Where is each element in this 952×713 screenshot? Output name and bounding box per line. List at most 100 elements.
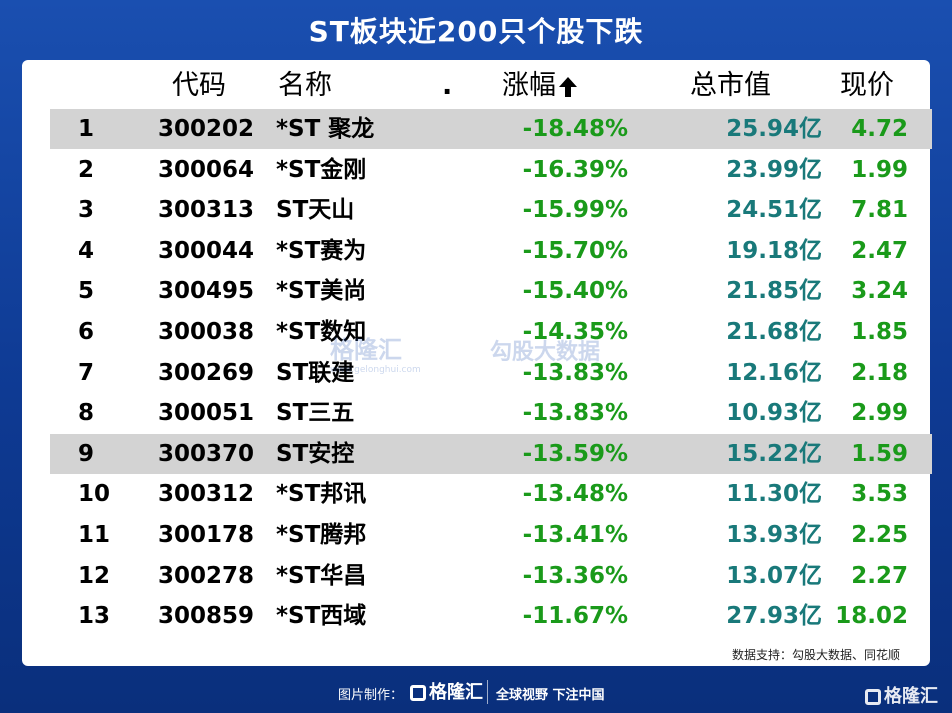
stock-name: *ST腾邦	[276, 522, 367, 548]
table-row[interactable]: 2 300064 *ST金刚 -16.39% 23.99亿 1.99	[50, 150, 932, 190]
change-pct: -13.59%	[522, 440, 628, 467]
change-pct: -14.35%	[522, 319, 628, 345]
table-row[interactable]: 3 300313 ST天山 -15.99% 24.51亿 7.81	[50, 190, 932, 230]
table-row[interactable]: 9 300370 ST安控 -13.59% 15.22亿 1.59	[50, 433, 932, 474]
market-cap: 24.51亿	[726, 197, 822, 224]
brand-mark-icon	[410, 685, 426, 701]
market-cap: 27.93亿	[726, 603, 822, 630]
row-index: 13	[78, 603, 111, 630]
row-index: 9	[78, 440, 95, 467]
current-price: 2.47	[851, 237, 908, 264]
stock-name: ST天山	[276, 197, 355, 224]
market-cap: 13.93亿	[726, 522, 822, 548]
header-cap: 总市值	[690, 70, 771, 101]
stock-code: 300051	[158, 400, 255, 427]
header-code: 代码	[172, 70, 226, 101]
change-pct: -13.83%	[522, 400, 628, 427]
stock-name: *ST赛为	[276, 237, 367, 264]
market-cap: 15.22亿	[726, 440, 822, 467]
stock-code: 300269	[158, 359, 255, 386]
current-price: 1.99	[851, 156, 908, 183]
footer-logo: 格隆汇	[410, 678, 483, 704]
table-row[interactable]: 6 300038 *ST数知 -14.35% 21.68亿 1.85	[50, 312, 932, 352]
current-price: 2.18	[851, 359, 908, 386]
stock-code: 300038	[158, 319, 255, 345]
header-name: 名称	[278, 70, 332, 101]
footer: 图片制作： 格隆汇 全球视野 下注中国	[0, 678, 952, 708]
table-row[interactable]: 8 300051 ST三五 -13.83% 10.93亿 2.99	[50, 393, 932, 433]
row-index: 10	[78, 481, 111, 508]
corner-logo-text: 格隆汇	[884, 686, 938, 707]
table-row[interactable]: 13 300859 *ST西域 -11.67% 27.93亿 18.02	[50, 596, 932, 636]
stock-code: 300178	[158, 522, 255, 548]
stock-name: *ST邦讯	[276, 481, 367, 508]
row-index: 11	[78, 522, 111, 548]
stock-name: ST联建	[276, 359, 355, 386]
stock-code: 300044	[158, 237, 255, 264]
row-index: 2	[78, 156, 95, 183]
table-row[interactable]: 12 300278 *ST华昌 -13.36% 13.07亿 2.27	[50, 556, 932, 596]
change-pct: -13.36%	[522, 562, 628, 589]
market-cap: 21.68亿	[726, 319, 822, 345]
market-cap: 10.93亿	[726, 400, 822, 427]
stock-code: 300313	[158, 197, 255, 224]
row-index: 5	[78, 278, 95, 305]
stock-name: *ST西域	[276, 603, 367, 630]
header-price: 现价	[840, 70, 894, 101]
market-cap: 13.07亿	[726, 562, 822, 589]
corner-logo: 格隆汇	[865, 682, 938, 708]
stock-name: ST三五	[276, 400, 355, 427]
table-panel: 代码 名称 . 涨幅 总市值 现价 1 300202 *ST 聚龙 -18.48% 25…	[22, 60, 932, 666]
row-index: 6	[78, 319, 95, 345]
stock-code: 300495	[158, 278, 255, 305]
row-index: 12	[78, 562, 111, 589]
market-cap: 11.30亿	[726, 481, 822, 508]
change-pct: -18.48%	[522, 116, 628, 142]
table-row[interactable]: 1 300202 *ST 聚龙 -18.48% 25.94亿 4.72	[50, 109, 932, 149]
market-cap: 25.94亿	[726, 116, 822, 142]
current-price: 1.59	[851, 440, 908, 467]
header-change-label: 涨幅	[502, 70, 556, 101]
change-pct: -15.40%	[522, 278, 628, 305]
market-cap: 23.99亿	[726, 156, 822, 183]
stock-code: 300202	[158, 116, 255, 142]
change-pct: -13.48%	[522, 481, 628, 508]
header-dot: .	[442, 70, 453, 101]
table-row[interactable]: 10 300312 *ST邦讯 -13.48% 11.30亿 3.53	[50, 474, 932, 514]
current-price: 4.72	[851, 116, 908, 142]
stock-code: 300312	[158, 481, 255, 508]
page-title: ST板块近200只个股下跌	[308, 15, 644, 48]
footer-made-by: 图片制作：	[338, 688, 404, 703]
footer-divider	[487, 680, 488, 704]
footer-slogan: 全球视野 下注中国	[496, 688, 605, 703]
stock-code: 300278	[158, 562, 255, 589]
market-cap: 21.85亿	[726, 278, 822, 305]
stock-name: *ST金刚	[276, 156, 367, 183]
table-row[interactable]: 11 300178 *ST腾邦 -13.41% 13.93亿 2.25	[50, 515, 932, 555]
table-row[interactable]: 5 300495 *ST美尚 -15.40% 21.85亿 3.24	[50, 271, 932, 311]
market-cap: 19.18亿	[726, 237, 822, 264]
stock-name: *ST华昌	[276, 562, 367, 589]
stock-code: 300859	[158, 603, 255, 630]
current-price: 3.24	[851, 278, 908, 305]
corner-mark-icon	[865, 689, 881, 705]
current-price: 18.02	[835, 603, 908, 630]
change-pct: -13.83%	[522, 359, 628, 386]
footer-logo-text: 格隆汇	[429, 682, 483, 703]
stock-name: ST安控	[276, 440, 355, 467]
current-price: 3.53	[851, 481, 908, 508]
table-row[interactable]: 4 300044 *ST赛为 -15.70% 19.18亿 2.47	[50, 231, 932, 271]
stock-name: *ST数知	[276, 319, 367, 345]
market-cap: 12.16亿	[726, 359, 822, 386]
header-change[interactable]: 涨幅	[502, 66, 642, 106]
row-index: 7	[78, 359, 95, 386]
row-index: 1	[78, 116, 95, 142]
sort-arrow-up-icon	[559, 76, 577, 97]
change-pct: -13.41%	[522, 522, 628, 548]
table-row[interactable]: 7 300269 ST联建 -13.83% 12.16亿 2.18	[50, 353, 932, 393]
change-pct: -15.70%	[522, 237, 628, 264]
current-price: 2.99	[851, 400, 908, 427]
current-price: 1.85	[851, 319, 908, 345]
stock-code: 300064	[158, 156, 255, 183]
current-price: 2.27	[851, 562, 908, 589]
